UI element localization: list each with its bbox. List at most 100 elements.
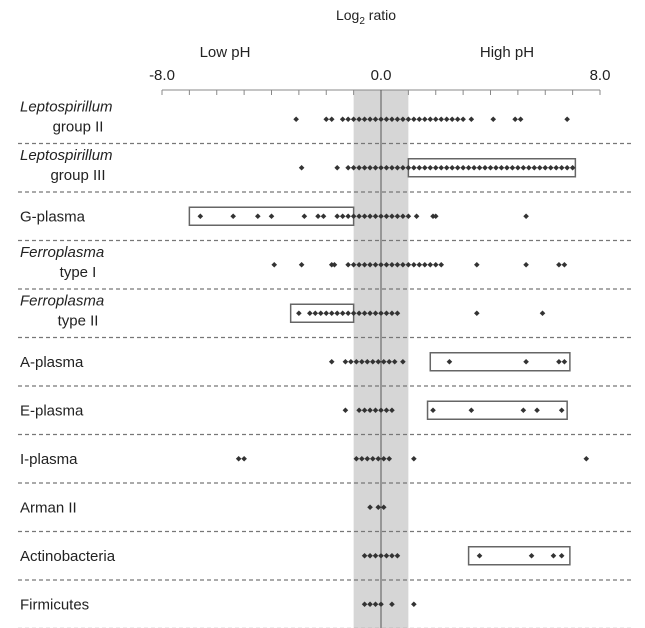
data-point: [416, 164, 423, 171]
data-point: [394, 552, 401, 559]
data-point: [476, 552, 483, 559]
data-point: [378, 261, 384, 268]
data-point: [583, 455, 590, 462]
highlight-box: [429, 352, 571, 372]
x-axis: [161, 89, 601, 628]
data-point: [298, 164, 305, 171]
data-point: [328, 310, 335, 317]
data-point: [356, 261, 362, 268]
data-point: [345, 310, 351, 317]
data-point: [422, 261, 428, 268]
data-point: [432, 116, 439, 123]
group-label-line: A-plasma: [20, 354, 84, 371]
data-point: [375, 455, 382, 462]
data-point: [375, 358, 382, 365]
data-point: [493, 164, 499, 171]
data-point: [389, 552, 395, 559]
data-point: [372, 164, 379, 171]
data-point: [476, 164, 483, 171]
data-point: [241, 455, 247, 462]
data-point: [550, 552, 557, 559]
data-point: [523, 358, 529, 365]
data-point: [432, 261, 439, 268]
data-point: [411, 601, 417, 608]
low-ph-label: Low pH: [200, 44, 251, 61]
data-point: [383, 552, 390, 559]
data-point: [367, 407, 373, 414]
data-point: [394, 213, 401, 220]
group-row: Arman II: [18, 499, 632, 533]
data-point: [523, 261, 529, 268]
data-point: [350, 164, 357, 171]
data-point: [558, 407, 565, 414]
data-point: [400, 164, 406, 171]
data-point: [430, 407, 436, 414]
group-rows: Leptospirillum group II Leptospirillum grou…: [18, 98, 632, 628]
data-point: [378, 552, 384, 559]
data-point: [558, 552, 565, 559]
data-point: [353, 358, 360, 365]
data-point: [378, 601, 384, 608]
data-point: [369, 455, 376, 462]
data-point: [361, 310, 368, 317]
data-point: [383, 310, 390, 317]
data-point: [361, 407, 368, 414]
data-point: [474, 310, 480, 317]
data-point: [323, 310, 330, 317]
x-tick-label-min: -8.0: [149, 67, 175, 84]
data-point: [380, 504, 387, 511]
data-point: [389, 164, 395, 171]
data-point: [367, 213, 373, 220]
group-label-line: Leptospirillum: [20, 98, 113, 115]
data-point: [474, 261, 480, 268]
group-label-line: Firmicutes: [20, 596, 89, 613]
data-point: [367, 504, 373, 511]
data-point: [339, 116, 346, 123]
data-point: [383, 213, 390, 220]
data-point: [389, 116, 395, 123]
x-tick-label-zero: 0.0: [371, 67, 392, 84]
data-point: [422, 164, 428, 171]
data-point: [443, 164, 450, 171]
data-point: [334, 310, 340, 317]
data-point: [564, 116, 570, 123]
data-point: [345, 261, 351, 268]
data-point: [394, 164, 401, 171]
group-row: Ferroplasma type II: [18, 292, 632, 339]
title-rest: ratio: [365, 7, 396, 23]
data-point: [268, 213, 275, 220]
data-point: [438, 164, 445, 171]
group-row: Leptospirillum group III: [18, 147, 632, 193]
group-row: Ferroplasma type I: [18, 244, 632, 290]
data-point: [400, 358, 406, 365]
data-point: [350, 116, 357, 123]
data-point: [432, 164, 439, 171]
data-point: [534, 407, 540, 414]
data-point: [526, 164, 532, 171]
data-point: [367, 552, 373, 559]
data-point: [413, 213, 420, 220]
data-point: [367, 261, 373, 268]
group-label-line: E-plasma: [20, 402, 84, 419]
group-label-line: type I: [60, 264, 97, 281]
data-point: [416, 116, 423, 123]
data-point: [331, 261, 338, 268]
data-point: [400, 261, 406, 268]
data-point: [523, 213, 529, 220]
data-point: [449, 164, 455, 171]
group-label-line: Actinobacteria: [20, 548, 116, 565]
data-point: [389, 261, 395, 268]
data-point: [556, 358, 562, 365]
data-point: [334, 164, 340, 171]
data-point: [359, 455, 365, 462]
data-point: [520, 407, 527, 414]
data-point: [386, 358, 393, 365]
data-point: [531, 164, 538, 171]
data-point: [383, 164, 390, 171]
data-point: [547, 164, 554, 171]
group-label-line: type II: [58, 312, 99, 329]
group-label-line: Ferroplasma: [20, 292, 104, 309]
data-point: [350, 310, 357, 317]
group-label-line: I-plasma: [20, 451, 78, 468]
